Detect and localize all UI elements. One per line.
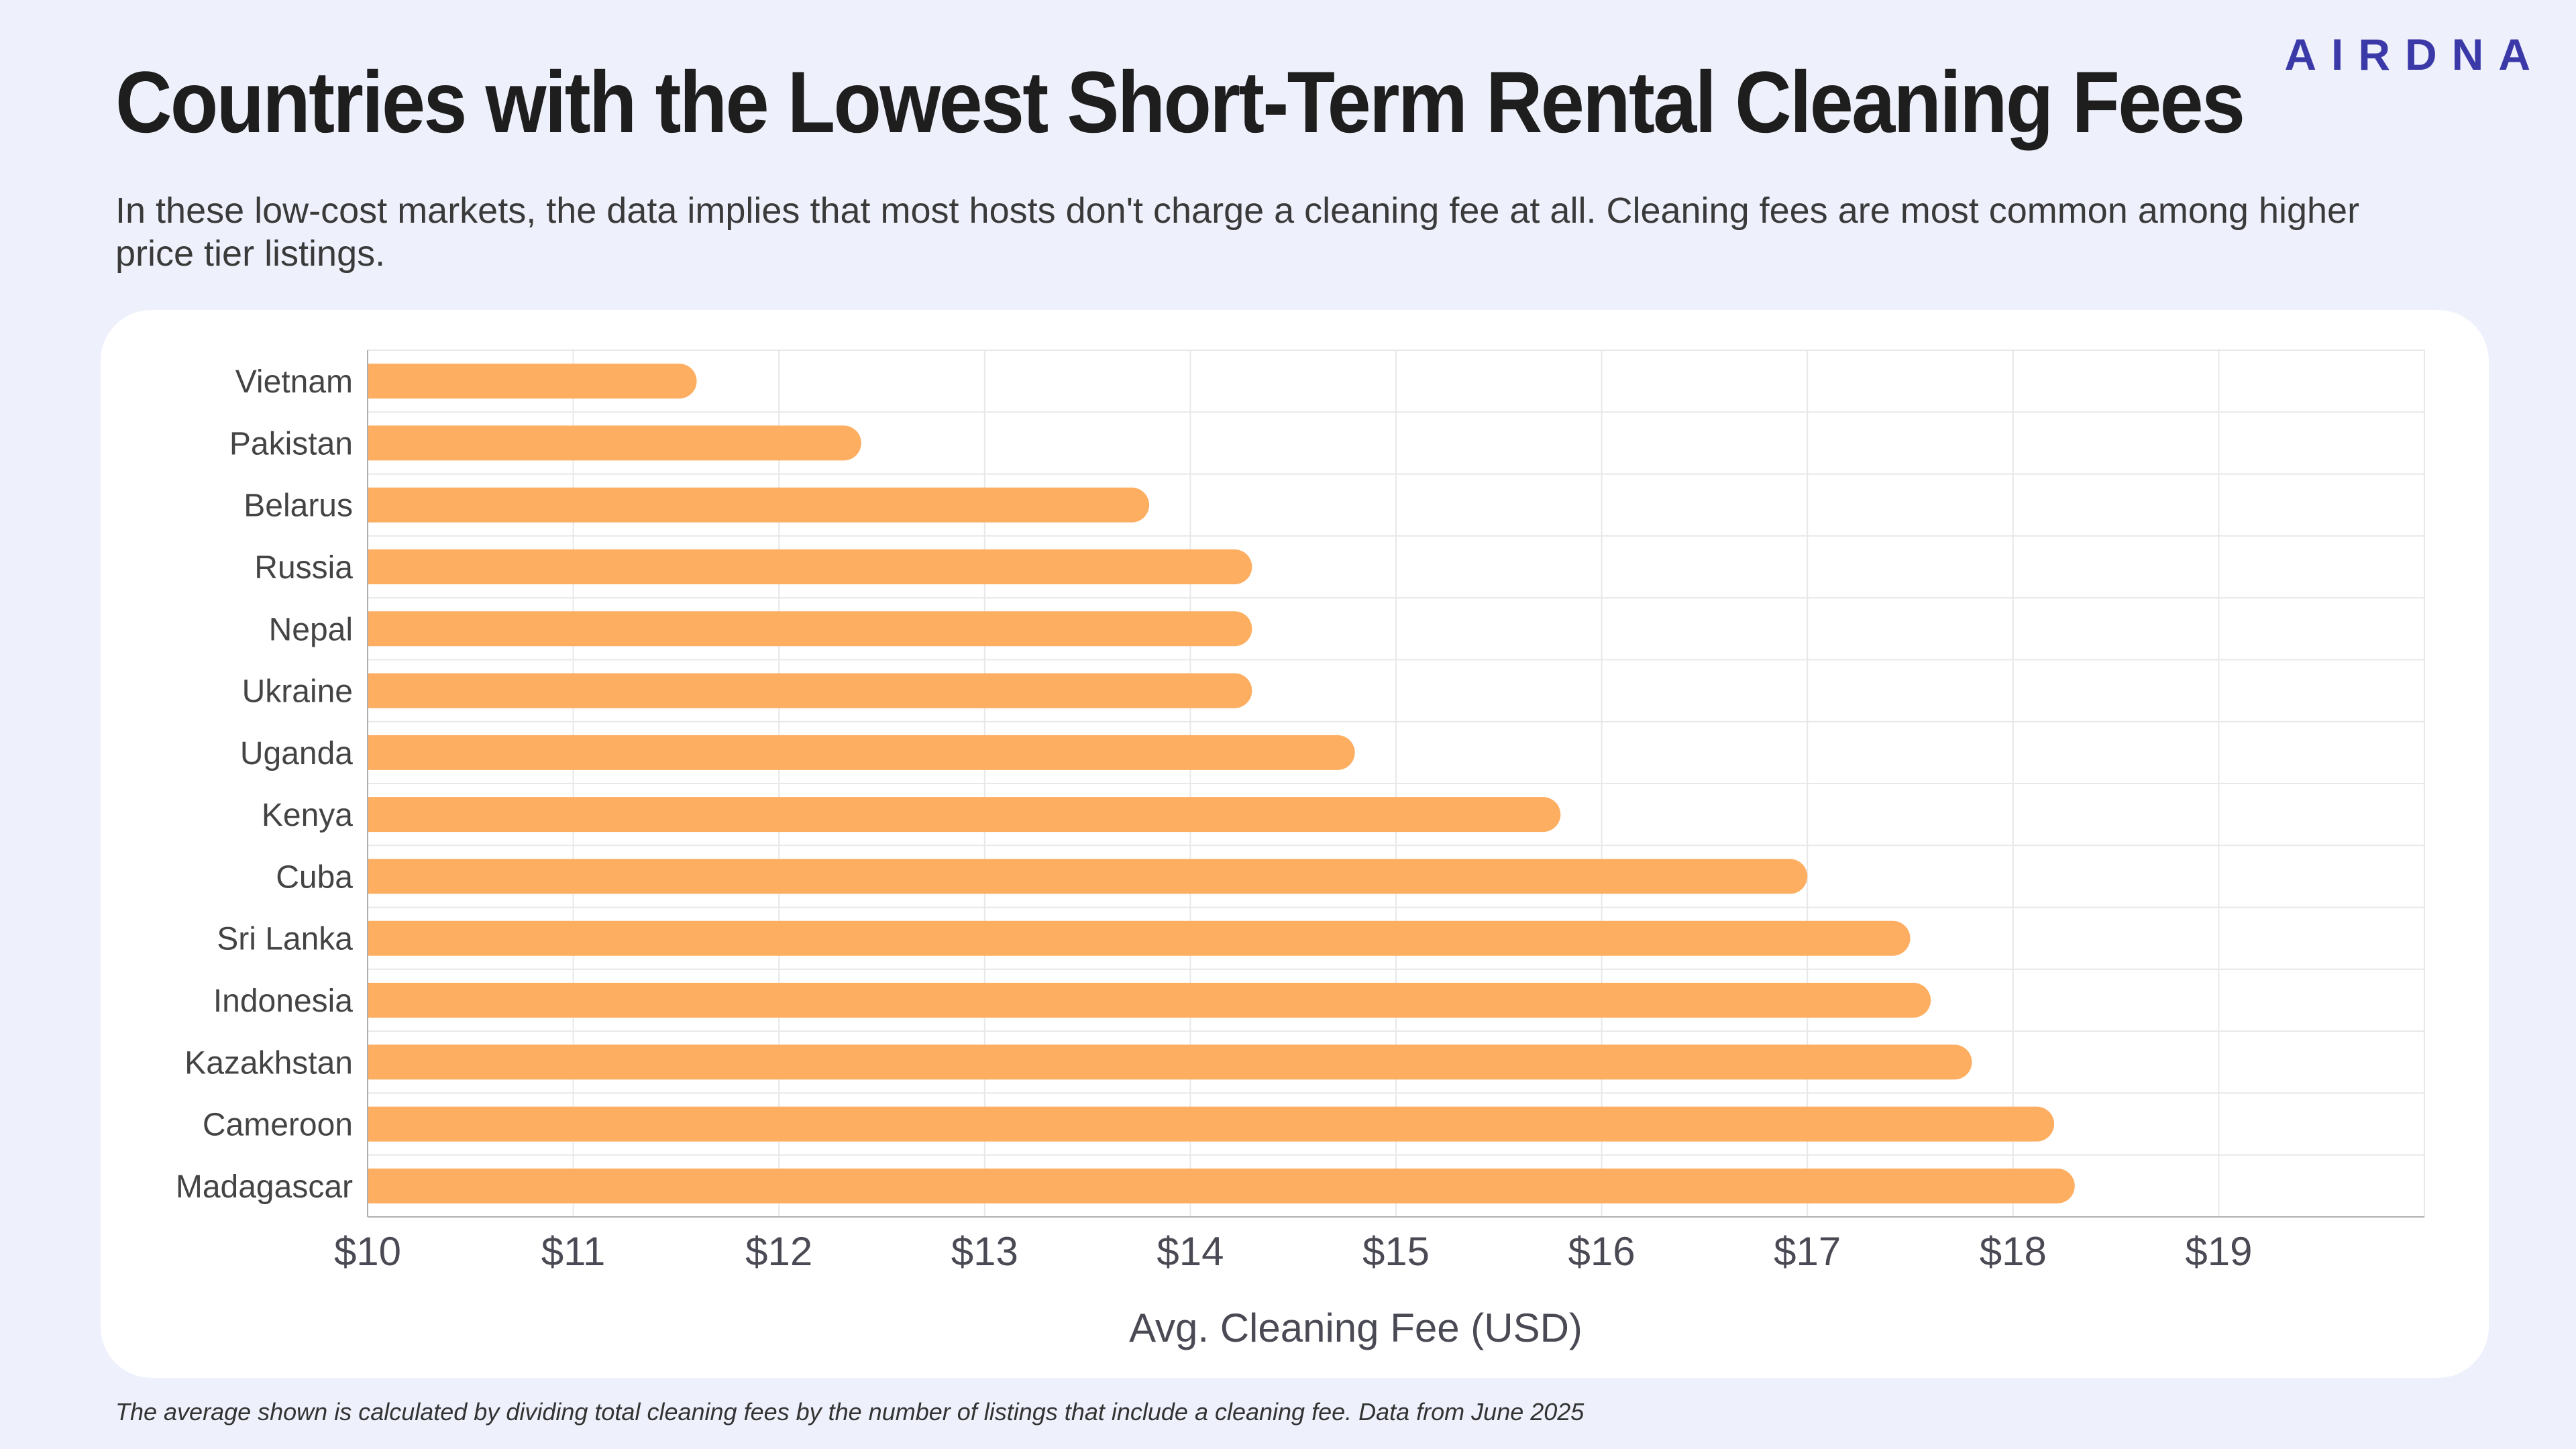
- grid-lines: [367, 350, 2425, 1218]
- bar-cuba: [368, 859, 1808, 894]
- x-axis-ticks: $10 $11 $12 $13 $14 $15 $16 $17 $18 $19: [334, 1229, 2253, 1274]
- x-tick-label: $13: [951, 1229, 1018, 1274]
- bars: [368, 364, 2075, 1203]
- bar-sri-lanka: [368, 920, 1911, 956]
- x-tick-label: $14: [1157, 1229, 1224, 1274]
- category-label: Uganda: [240, 736, 353, 771]
- category-label: Madagascar: [176, 1169, 353, 1205]
- category-label: Cameroon: [203, 1108, 353, 1143]
- bar-pakistan: [368, 425, 861, 461]
- x-tick-label: $15: [1362, 1229, 1430, 1274]
- bar-nepal: [368, 611, 1252, 647]
- x-tick-label: $10: [334, 1229, 401, 1274]
- airdna-logo: AIRDNA: [2284, 30, 2545, 79]
- category-label: Nepal: [269, 612, 353, 647]
- category-label: Vietnam: [235, 364, 353, 400]
- x-axis-title: Avg. Cleaning Fee (USD): [1129, 1305, 1582, 1350]
- category-label: Russia: [254, 550, 353, 586]
- bar-russia: [368, 549, 1252, 584]
- chart-title: Countries with the Lowest Short-Term Ren…: [115, 53, 2245, 151]
- category-label: Kenya: [262, 798, 353, 833]
- x-tick-label: $12: [745, 1229, 812, 1274]
- bar-kazakhstan: [368, 1044, 1972, 1080]
- bar-indonesia: [368, 983, 1931, 1018]
- category-label: Belarus: [244, 488, 353, 524]
- x-tick-label: $11: [541, 1229, 606, 1274]
- chart-card: Vietnam Pakistan Belarus Russia Nepal Ukraine…: [101, 310, 2489, 1378]
- bar-belarus: [368, 487, 1150, 523]
- bar-ukraine: [368, 673, 1252, 708]
- x-tick-label: $16: [1568, 1229, 1635, 1274]
- category-label: Sri Lanka: [217, 922, 353, 957]
- category-label: Indonesia: [213, 983, 353, 1019]
- category-labels: Vietnam Pakistan Belarus Russia Nepal Ukraine…: [176, 364, 353, 1205]
- x-tick-label: $17: [1774, 1229, 1841, 1274]
- chart-subtitle: In these low-cost markets, the data impl…: [115, 191, 2360, 274]
- bar-vietnam: [368, 364, 697, 399]
- x-tick-label: $18: [1980, 1229, 2047, 1274]
- bar-cameroon: [368, 1106, 2055, 1142]
- category-label: Ukraine: [242, 674, 353, 710]
- bar-kenya: [368, 797, 1561, 833]
- bar-madagascar: [368, 1168, 2075, 1203]
- category-label: Cuba: [276, 859, 353, 895]
- x-tick-label: $19: [2185, 1229, 2252, 1274]
- bar-chart: Vietnam Pakistan Belarus Russia Nepal Ukraine…: [176, 350, 2425, 1350]
- bar-uganda: [368, 735, 1355, 770]
- category-label: Kazakhstan: [184, 1045, 353, 1081]
- footnote: The average shown is calculated by divid…: [115, 1398, 1585, 1426]
- category-label: Pakistan: [229, 426, 353, 462]
